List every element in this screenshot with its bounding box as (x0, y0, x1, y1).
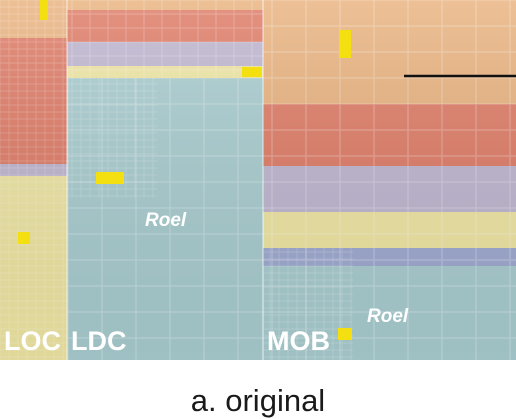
ldc-label: LDC (71, 326, 127, 356)
highlight-cell (96, 172, 124, 184)
highlight-cell (40, 0, 48, 20)
ldc-region (66, 0, 263, 360)
highlight-cell (338, 328, 352, 340)
loc-region (0, 0, 67, 360)
highlight-cell (339, 30, 351, 58)
treemap-figure: LOC LDC MOB Roel Roel (0, 0, 516, 360)
roel-label-ldc: Roel (145, 210, 187, 231)
highlight-cell (242, 67, 262, 77)
roel-label-mob: Roel (367, 306, 409, 327)
figure-caption: a. original (190, 383, 326, 418)
loc-label: LOC (4, 326, 61, 356)
mob-region (262, 0, 516, 360)
highlight-cell (18, 232, 30, 244)
mob-label: MOB (267, 326, 330, 356)
